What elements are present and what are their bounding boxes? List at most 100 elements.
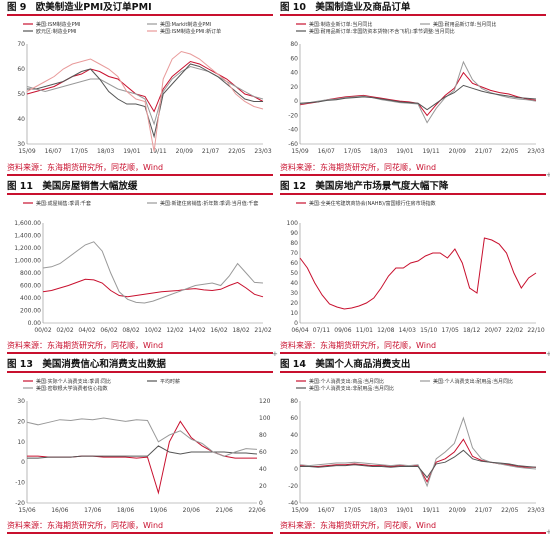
y-tick-label: 1,000.00: [14, 258, 41, 265]
x-tick-label: 22/06: [248, 507, 265, 514]
x-tick-label: 11/01: [356, 327, 373, 334]
x-tick-label: 06/02: [100, 327, 117, 334]
y-tick-label: 80: [290, 398, 298, 405]
chart-svg: 美国:制造业新订单:当月同比 美国:耐用品新订单:当月同比美国:耐用品新订单:非国…: [288, 21, 545, 155]
legend-label: 美国:成屋销售:季调:千套: [36, 200, 91, 207]
panel-title: 图 10 美国制造业及商品订单: [280, 1, 546, 16]
x-tick-label: 22/05: [228, 148, 245, 155]
legend-label: 美国:个人消费支出:耐用品:当月同比: [433, 378, 513, 385]
x-tick-label: 19/01: [396, 148, 413, 155]
x-tick-label: 06/04: [291, 327, 308, 334]
figure-number: 图 12: [280, 181, 307, 192]
panel-title: 图 13 美国消费信心和消费支出数据: [7, 358, 273, 373]
x-tick-label: 14/02: [188, 327, 205, 334]
x-tick-label: 18/03: [97, 148, 114, 155]
chart-svg: 美国:全美住宅建筑商协会(NAHB)/富国银行住房市场指数10090807060…: [287, 200, 545, 334]
x-tick-label: 16/02: [210, 327, 227, 334]
y-tick-label: 70: [17, 41, 25, 48]
legend-label: 美国:实际个人消费支出:季调:同比: [36, 378, 111, 385]
chart-svg: 美国:ISM制造业PMI 美国:Markit制造业PMI 欧元区:制造业PMI 美国:…: [17, 21, 271, 155]
legend-label: 美国:耐用品新订单:非国防资本货物(不含飞机):季节调整:当月同比: [309, 28, 455, 35]
y-tick-label: 200.00: [20, 308, 41, 315]
chart-svg: 美国:成屋销售:季调:千套 美国:新建住房销售:折年数:季调:当月值:千套 1,60…: [14, 200, 272, 334]
y-tick-label: 1,600.00: [14, 220, 41, 227]
x-tick-label: 16/07: [318, 507, 335, 514]
x-tick-label: 19/11: [422, 507, 439, 514]
x-tick-label: 20/09: [449, 507, 466, 514]
y-right-tick-label: 80: [259, 432, 267, 439]
x-tick-label: 12/08: [377, 327, 394, 334]
x-tick-label: 07/11: [313, 327, 330, 334]
plus-marker: +: [546, 171, 550, 179]
x-tick-label: 20/06: [183, 507, 200, 514]
y-tick-label: 60: [290, 415, 298, 422]
series-line: [300, 449, 537, 479]
y-tick-label: 40: [290, 70, 298, 77]
panel-fig-13: 图 13 美国消费信心和消费支出数据 美国:实际个人消费支出:季调:同比 平均时薪…: [7, 358, 273, 534]
x-tick-label: 15/09: [291, 148, 308, 155]
y-tick-label: 600.00: [20, 283, 41, 290]
y-right-tick-label: 120: [259, 398, 271, 405]
x-tick-label: 21/07: [475, 507, 492, 514]
x-tick-label: 08/02: [122, 327, 139, 334]
y-tick-label: 20: [17, 418, 25, 425]
y-tick-label: 10: [290, 310, 298, 317]
x-tick-label: 15/06: [18, 507, 35, 514]
x-tick-label: 04/02: [78, 327, 95, 334]
x-tick-label: 19/06: [150, 507, 167, 514]
x-tick-label: 09/06: [334, 327, 351, 334]
figure-number: 图 11: [7, 181, 34, 192]
panel-fig-14: 图 14 美国个人商品消费支出 美国:个人消费支出:商品:当月同比 美国:个人消费…: [280, 358, 546, 534]
legend-label: 美国:制造业新订单:当月同比: [309, 21, 372, 28]
panel-fig-11: 图 11 美国房屋销售大幅放缓 美国:成屋销售:季调:千套 美国:新建住房销售:折…: [7, 180, 273, 354]
series-line: [27, 445, 258, 459]
series-line: [299, 438, 536, 483]
y-tick-label: -60: [288, 141, 298, 148]
y-tick-label: 40: [290, 280, 298, 287]
x-tick-label: 15/09: [291, 507, 308, 514]
panel-fig-10: 图 10 美国制造业及商品订单 美国:制造业新订单:当月同比 美国:耐用品新订单:…: [280, 1, 546, 176]
y-right-tick-label: 100: [259, 415, 271, 422]
chart-area: 美国:成屋销售:季调:千套 美国:新建住房销售:折年数:季调:当月值:千套 1,60…: [7, 197, 273, 337]
source-note: 资料来源：东海期货研究所，同花顺，Wind: [7, 161, 273, 176]
chart-area: 美国:个人消费支出:商品:当月同比 美国:个人消费支出:耐用品:当月同比 美国:个人…: [280, 375, 546, 517]
y-tick-label: 50: [290, 270, 298, 277]
y-tick-label: -40: [288, 127, 298, 134]
plus-marker: +: [272, 350, 278, 358]
y-tick-label: 20: [290, 300, 298, 307]
panel-title: 图 11 美国房屋销售大幅放缓: [7, 180, 273, 195]
chart-area: 美国:ISM制造业PMI 美国:Markit制造业PMI 欧元区:制造业PMI 美国:…: [7, 18, 273, 158]
x-tick-label: 21/02: [254, 327, 271, 334]
panel-fig-9: 图 9 欧美制造业PMI及订单PMI 美国:ISM制造业PMI 美国:Markit…: [7, 1, 273, 176]
chart-area: 美国:制造业新订单:当月同比 美国:耐用品新订单:当月同比 美国:耐用品新订单:非国…: [280, 18, 546, 158]
y-right-tick-label: 40: [259, 466, 267, 473]
series-line: [26, 50, 264, 152]
y-tick-label: 20: [290, 84, 298, 91]
y-tick-label: 60: [17, 66, 25, 73]
x-tick-label: 15/09: [18, 148, 35, 155]
y-tick-label: 1,400.00: [14, 233, 41, 240]
panel-fig-12: 图 12 美国房地产市场景气度大幅下降 美国:全美住宅建筑商协会(NAHB)/富…: [280, 180, 546, 354]
series-line: [26, 417, 258, 457]
chart-svg: 美国:个人消费支出:商品:当月同比 美国:个人消费支出:耐用品:当月同比美国:个人…: [288, 378, 545, 514]
y-tick-label: 70: [290, 250, 298, 257]
y-tick-label: 90: [290, 230, 298, 237]
source-note: 资料来源：东海期货研究所，同花顺，Wind: [280, 519, 546, 534]
x-tick-label: 22/02: [506, 327, 523, 334]
x-tick-label: 17/06: [84, 507, 101, 514]
x-tick-label: 12/02: [166, 327, 183, 334]
chart-area: 美国:实际个人消费支出:季调:同比 平均时薪 美国:密歇根大学消费者信心指数 30 20…: [7, 375, 273, 517]
y-tick-label: 0.00: [28, 320, 42, 327]
x-tick-label: 16/07: [45, 148, 62, 155]
x-tick-label: 22/05: [501, 507, 518, 514]
y-tick-label: 800.00: [20, 270, 41, 277]
y-right-tick-label: 0: [259, 500, 263, 507]
y-right-tick-label: 20: [259, 483, 267, 490]
figure-title: 美国房屋销售大幅放缓: [42, 181, 138, 192]
y-tick-label: -40: [288, 500, 298, 507]
legend-label: 美国:Markit制造业PMI: [160, 21, 211, 28]
legend-label: 美国:ISM制造业PMI:新订单: [160, 28, 221, 35]
y-tick-label: 20: [290, 449, 298, 456]
x-tick-label: 22/05: [501, 148, 518, 155]
y-tick-label: 60: [290, 55, 298, 62]
